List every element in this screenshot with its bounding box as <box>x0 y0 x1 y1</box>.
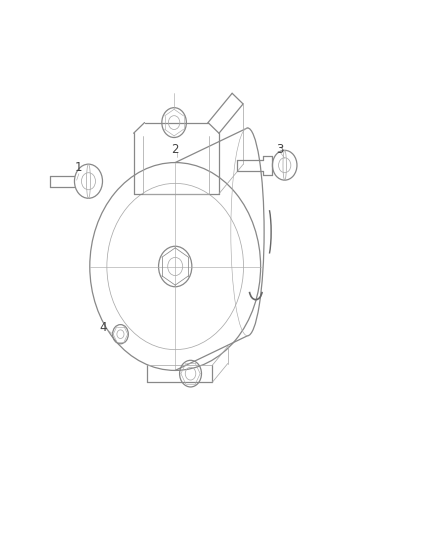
Text: 2: 2 <box>171 143 179 156</box>
Text: 1: 1 <box>75 161 83 174</box>
Text: 3: 3 <box>277 143 284 156</box>
Text: 4: 4 <box>99 321 107 334</box>
